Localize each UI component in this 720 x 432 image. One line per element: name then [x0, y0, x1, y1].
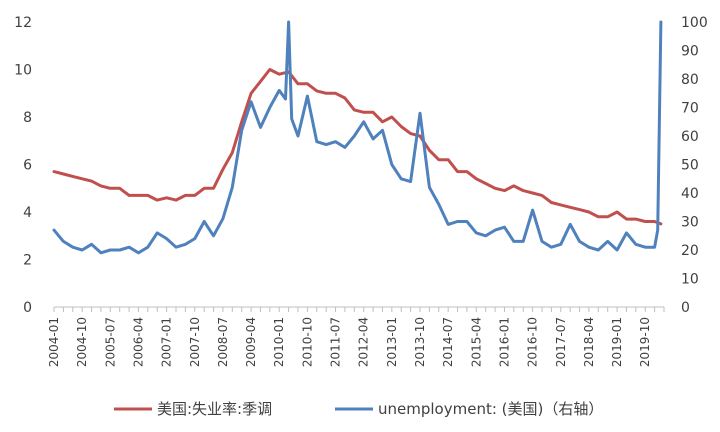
right-tick-label: 60 [681, 129, 699, 145]
right-tick-label: 20 [681, 243, 699, 259]
x-tick-label: 2016-01 [497, 317, 511, 367]
x-tick-label: 2013-10 [413, 317, 427, 367]
right-tick-label: 0 [681, 300, 690, 316]
left-tick-label: 0 [23, 300, 32, 316]
x-axis: 2004-01 2004-10 2005-07 2006-04 2007-01 2007-… [47, 307, 665, 367]
right-axis: 0 10 20 30 40 50 60 70 80 90 100 [681, 15, 708, 316]
x-tick-label: 2019-01 [610, 317, 624, 367]
x-tick-label: 2004-01 [47, 317, 61, 367]
x-tick-label: 2017-07 [554, 317, 568, 367]
left-tick-label: 8 [23, 110, 32, 126]
x-tick-label: 2007-01 [160, 317, 174, 367]
right-tick-label: 90 [681, 44, 699, 60]
right-tick-label: 50 [681, 158, 699, 174]
series-line-left [52, 68, 663, 226]
x-tick-label: 2005-07 [103, 317, 117, 367]
x-tick-label: 2010-01 [272, 317, 286, 367]
left-tick-label: 6 [23, 158, 32, 174]
legend: 美国:失业率:季调 unemployment: (美国)（右轴） [114, 400, 603, 418]
x-tick-label: 2008-07 [216, 317, 230, 367]
x-tick-label: 2012-04 [357, 317, 371, 367]
x-tick-label: 2007-10 [188, 317, 202, 367]
left-tick-label: 4 [23, 205, 32, 221]
x-tick-label: 2006-04 [131, 317, 145, 367]
right-tick-label: 10 [681, 272, 699, 288]
right-tick-label: 40 [681, 186, 699, 202]
right-tick-label: 70 [681, 101, 699, 117]
right-tick-label: 80 [681, 72, 699, 88]
legend-label-series-left: 美国:失业率:季调 [157, 400, 272, 418]
left-tick-label: 2 [23, 253, 32, 269]
x-tick-label: 2015-04 [469, 317, 483, 367]
x-tick-label: 2019-10 [638, 317, 652, 367]
x-tick-label: 2011-07 [329, 317, 343, 367]
x-tick-label: 2014-07 [441, 317, 455, 367]
left-tick-label: 12 [14, 15, 32, 31]
right-tick-label: 30 [681, 215, 699, 231]
x-tick-label: 2013-01 [385, 317, 399, 367]
x-tick-label: 2018-04 [582, 317, 596, 367]
left-tick-label: 10 [14, 63, 32, 79]
x-tick-label: 2009-04 [244, 317, 258, 367]
x-tick-label: 2004-10 [75, 317, 89, 367]
right-tick-label: 100 [681, 15, 708, 31]
series-line-right [52, 20, 663, 255]
x-tick-label: 2010-10 [300, 317, 314, 367]
x-tick-label: 2016-10 [526, 317, 540, 367]
plot-area [52, 20, 663, 255]
legend-label-series-right: unemployment: (美国)（右轴） [378, 400, 603, 418]
left-axis: 0 2 4 6 8 10 12 [14, 15, 32, 316]
